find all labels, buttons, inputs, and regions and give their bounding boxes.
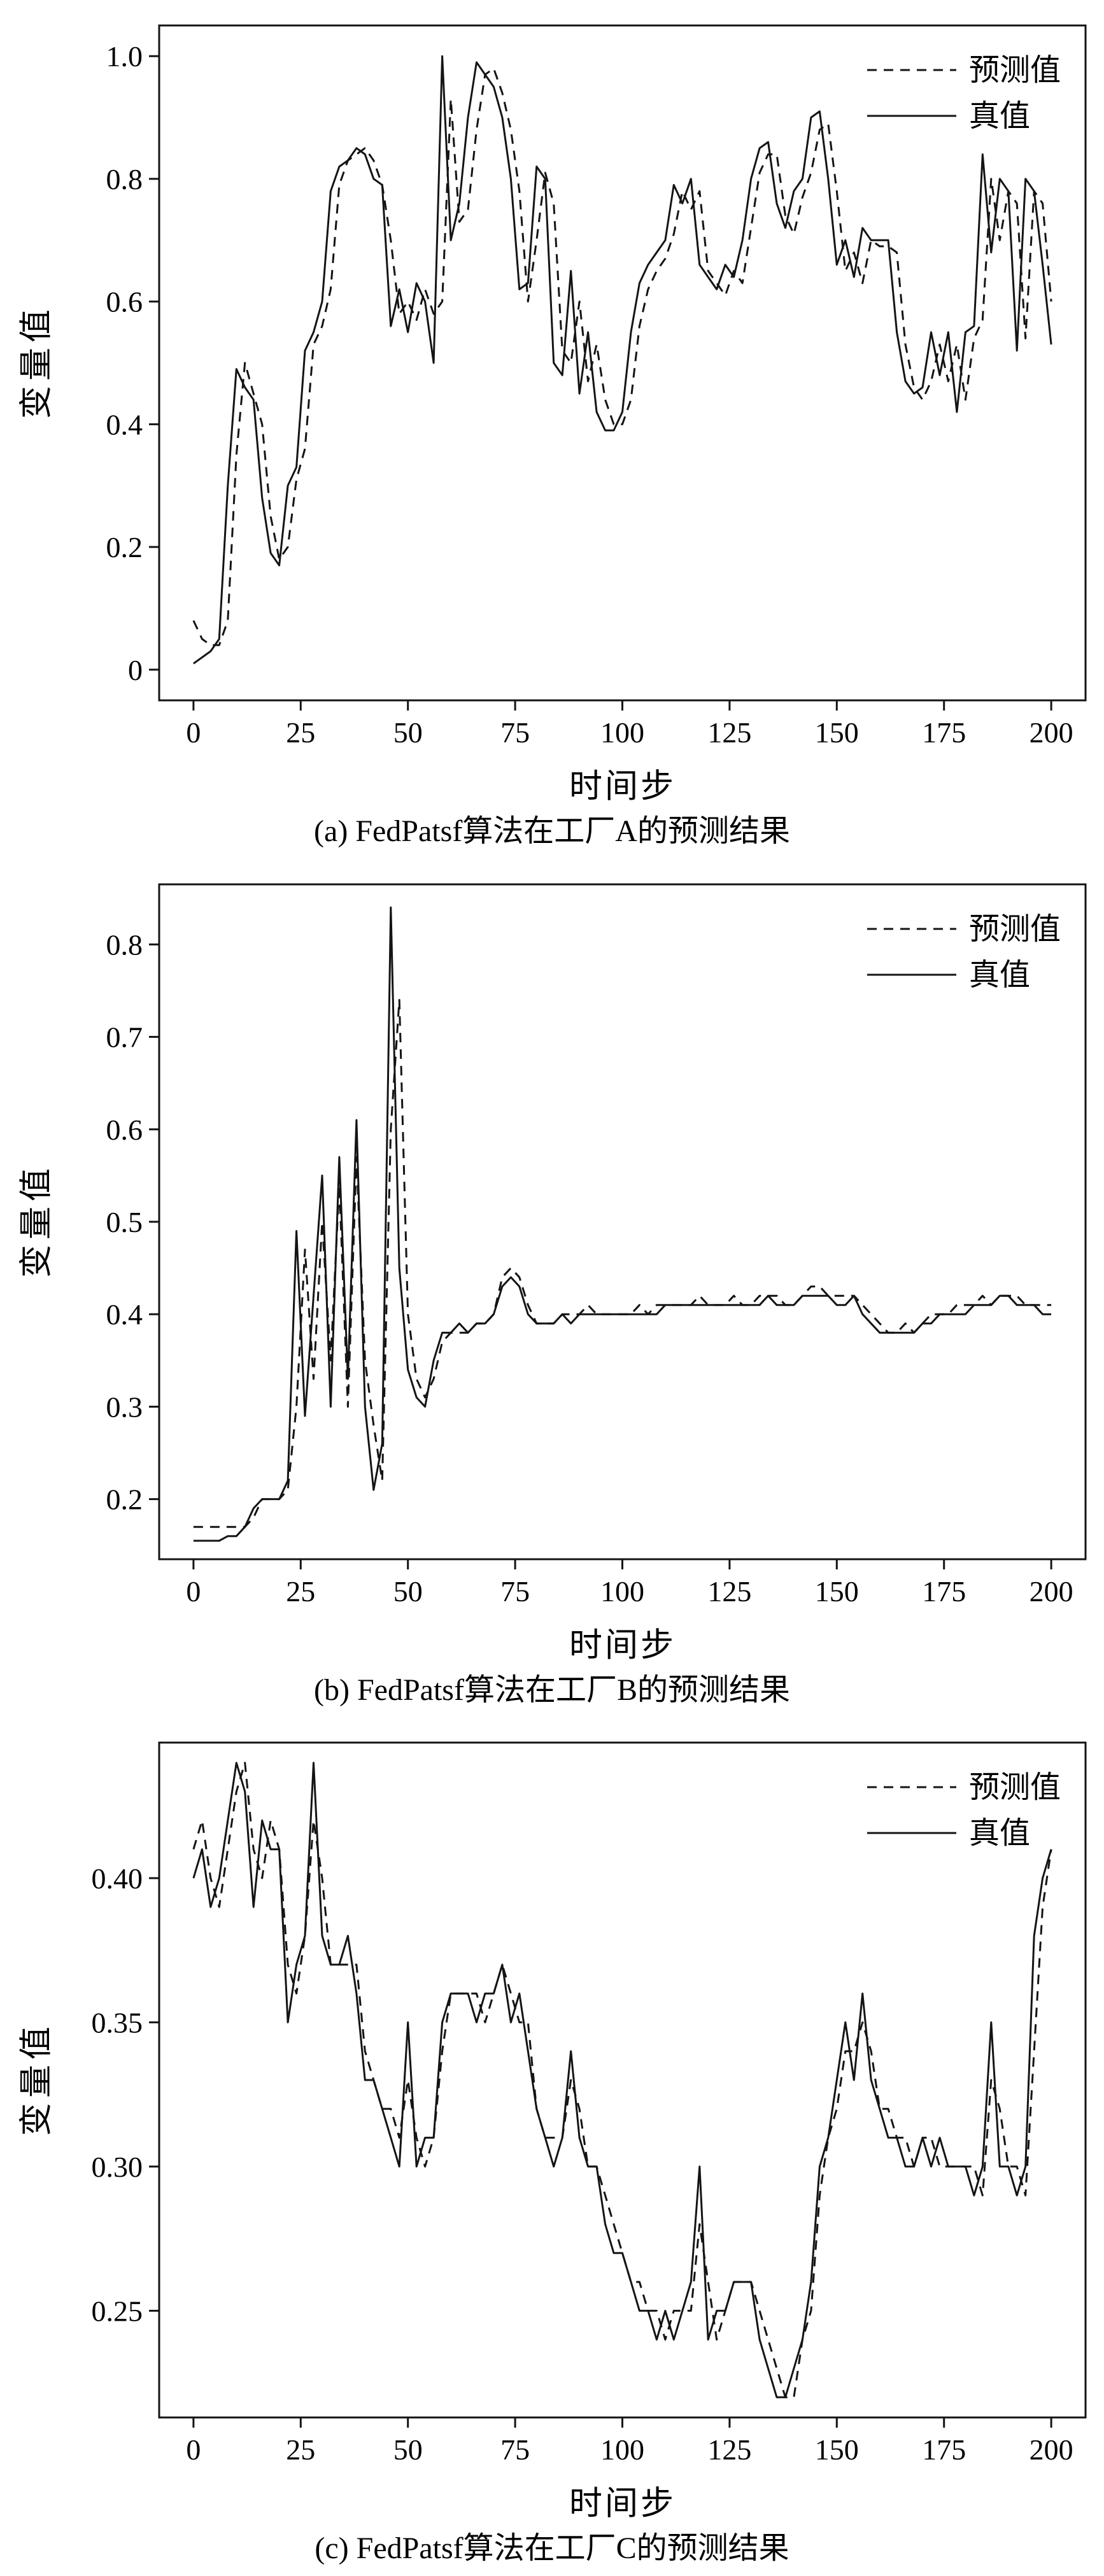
y-tick-label: 1.0 <box>106 40 143 73</box>
chart-c-plot: 0 25 50 75 100 125 150 175 200 0.25 0.30 0.35 0.40 预测… <box>92 1741 1087 2466</box>
y-ticks: 0.25 0.30 0.35 0.40 <box>92 1862 159 2328</box>
figure-caption-c: (c) FedPatsf算法在工厂C的预测结果 <box>315 2531 789 2566</box>
figure-caption-b: (b) FedPatsf算法在工厂B的预测结果 <box>314 1673 790 1707</box>
y-ticks: 0.2 0.3 0.4 0.5 0.6 0.7 0.8 <box>106 928 159 1515</box>
x-tick-label: 25 <box>286 716 315 749</box>
y-tick-label: 0.35 <box>92 2007 143 2039</box>
y-tick-label: 0.40 <box>92 1862 143 1895</box>
x-tick-label: 100 <box>600 716 644 749</box>
x-tick-label: 175 <box>922 1575 966 1608</box>
y-tick-label: 0.2 <box>106 1483 143 1515</box>
figure-caption-a: (a) FedPatsf算法在工厂A的预测结果 <box>314 814 790 848</box>
y-tick-label: 0.5 <box>106 1206 143 1238</box>
x-tick-label: 50 <box>393 716 423 749</box>
x-tick-label: 175 <box>922 716 966 749</box>
figure-b: 0 25 50 75 100 125 150 175 200 0.2 0.3 0.4 0.5 0.6 0.7… <box>0 858 1104 1718</box>
y-tick-label: 0.6 <box>106 286 143 318</box>
y-ticks: 0 0.2 0.4 0.6 0.8 1.0 <box>106 40 159 686</box>
y-tick-label: 0.4 <box>106 408 143 441</box>
x-tick-label: 200 <box>1030 1575 1073 1608</box>
x-tick-label: 100 <box>600 1575 644 1608</box>
x-tick-label: 0 <box>186 1575 201 1608</box>
figure-a: 0 25 50 75 100 125 150 175 200 0 0.2 0.4 0.6 0.8 1.0 预测… <box>0 0 1104 859</box>
y-tick-label: 0.3 <box>106 1391 143 1423</box>
y-axis-label-a: 变量值 <box>18 304 55 420</box>
x-tick-label: 150 <box>815 1575 859 1608</box>
x-tick-label: 125 <box>707 2433 751 2466</box>
y-tick-label: 0 <box>128 654 143 686</box>
x-tick-label: 75 <box>500 2433 530 2466</box>
y-tick-label: 0.4 <box>106 1298 143 1331</box>
axes: 0 25 50 75 100 125 150 175 200 0.2 0.3 0.4 0.5 0.6 0.7… <box>106 883 1087 1608</box>
x-axis-label-a: 时间步 <box>569 768 677 805</box>
legend-label: 预测值 <box>969 53 1061 87</box>
y-tick-label: 0.8 <box>106 928 143 961</box>
y-tick-label: 0.30 <box>92 2151 143 2183</box>
axes: 0 25 50 75 100 125 150 175 200 0.25 0.30 0.35 0.40 <box>92 1741 1087 2466</box>
x-tick-label: 0 <box>186 2433 201 2466</box>
true-line <box>192 1762 1052 2398</box>
x-tick-label: 100 <box>600 2433 644 2466</box>
y-axis-label-c: 变量值 <box>18 2021 55 2137</box>
x-tick-label: 200 <box>1030 716 1073 749</box>
x-tick-label: 25 <box>286 1575 315 1608</box>
y-tick-label: 0.8 <box>106 163 143 195</box>
x-tick-label: 175 <box>922 2433 966 2466</box>
true-line <box>193 55 1052 665</box>
predicted-line <box>192 1762 1052 2398</box>
predicted-line <box>192 67 1052 646</box>
legend-label: 预测值 <box>969 1771 1061 1804</box>
x-tick-label: 75 <box>500 1575 530 1608</box>
x-tick-label: 50 <box>393 2433 423 2466</box>
x-tick-label: 200 <box>1030 2433 1073 2466</box>
true-line <box>193 906 1052 1542</box>
x-tick-label: 0 <box>186 716 201 749</box>
predicted-line <box>193 998 1052 1528</box>
legend-label: 预测值 <box>969 912 1061 946</box>
y-tick-label: 0.7 <box>106 1021 143 1053</box>
x-ticks: 0 25 50 75 100 125 150 175 200 <box>186 2417 1073 2466</box>
y-tick-label: 0.6 <box>106 1113 143 1145</box>
axes: 0 25 50 75 100 125 150 175 200 0 0.2 0.4 0.6 0.8 1.0 <box>106 24 1087 749</box>
y-axis-label-b: 变量值 <box>18 1163 55 1278</box>
x-axis-label-c: 时间步 <box>569 2486 677 2523</box>
legend-label: 真值 <box>969 99 1030 133</box>
x-tick-label: 125 <box>707 1575 751 1608</box>
x-ticks: 0 25 50 75 100 125 150 175 200 <box>186 700 1073 749</box>
chart-a-plot: 0 25 50 75 100 125 150 175 200 0 0.2 0.4 0.6 0.8 1.0 预测… <box>106 24 1087 749</box>
x-tick-label: 75 <box>500 716 530 749</box>
x-tick-label: 150 <box>815 716 859 749</box>
x-axis-label-b: 时间步 <box>569 1627 677 1664</box>
x-tick-label: 125 <box>707 716 751 749</box>
y-tick-label: 0.2 <box>106 531 143 563</box>
figure-c: 0 25 50 75 100 125 150 175 200 0.25 0.30 0.35 0.40 预测… <box>0 1717 1104 2576</box>
x-ticks: 0 25 50 75 100 125 150 175 200 <box>186 1559 1073 1608</box>
legend-label: 真值 <box>969 1816 1030 1850</box>
chart-b-plot: 0 25 50 75 100 125 150 175 200 0.2 0.3 0.4 0.5 0.6 0.7… <box>106 883 1087 1608</box>
y-tick-label: 0.25 <box>92 2295 143 2328</box>
x-tick-label: 150 <box>815 2433 859 2466</box>
x-tick-label: 50 <box>393 1575 423 1608</box>
legend-label: 真值 <box>969 958 1030 992</box>
x-tick-label: 25 <box>286 2433 315 2466</box>
